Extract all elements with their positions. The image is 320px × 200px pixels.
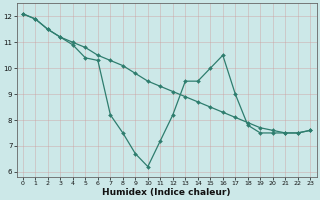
X-axis label: Humidex (Indice chaleur): Humidex (Indice chaleur): [102, 188, 231, 197]
